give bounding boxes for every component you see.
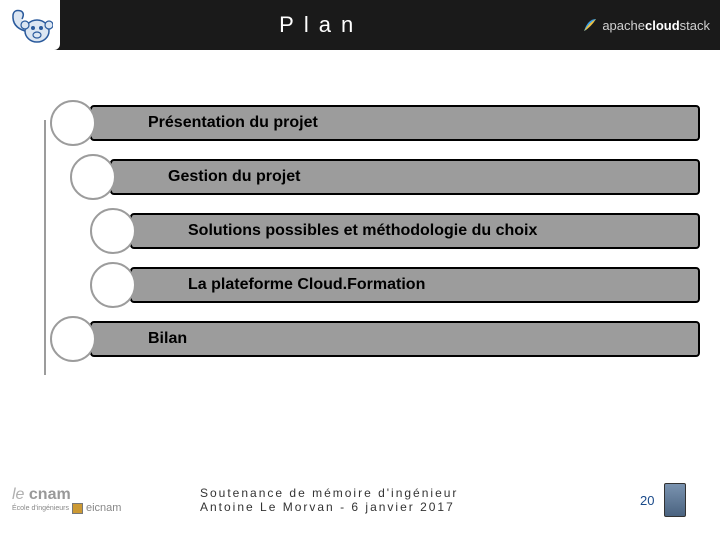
eicnam-label: eicnam [86, 503, 121, 514]
plan-item-bullet [90, 262, 136, 308]
plan-item-bar: La plateforme Cloud.Formation [130, 267, 700, 303]
logo-text-apache: apache [602, 18, 645, 33]
slide-footer: le cnam École d'ingénieurs eicnam Souten… [0, 470, 720, 530]
plan-item: Solutions possibles et méthodologie du c… [40, 208, 700, 254]
plan-list: Présentation du projet Gestion du projet S… [40, 100, 700, 370]
logo-text-cloud: cloud [645, 18, 680, 33]
plan-item-bullet [90, 208, 136, 254]
page-number: 20 [640, 493, 654, 508]
badge-icon [664, 483, 686, 517]
monkey-icon [7, 5, 53, 45]
footer-line1: Soutenance de mémoire d'ingénieur [200, 486, 458, 500]
plan-item-label: Bilan [148, 330, 187, 348]
slide-header: Plan apachecloudstack [0, 0, 720, 50]
plan-item-bar: Gestion du projet [110, 159, 700, 195]
plan-item: Gestion du projet [40, 154, 700, 200]
cnam-sub-prefix: École d'ingénieurs [12, 505, 69, 512]
apache-cloudstack-logo: apachecloudstack [582, 17, 720, 33]
plan-item-bar: Présentation du projet [90, 105, 700, 141]
footer-line2: Antoine Le Morvan - 6 janvier 2017 [200, 500, 455, 514]
cloudstack-monkey-logo [0, 0, 60, 50]
plan-item-bullet [70, 154, 116, 200]
cnam-name: cnam [29, 486, 71, 503]
footer-text: Soutenance de mémoire d'ingénieur Antoin… [140, 486, 640, 514]
slide-title: Plan [60, 12, 582, 38]
plan-item: Bilan [40, 316, 700, 362]
logo-text-stack: stack [680, 18, 710, 33]
plan-item-bar: Solutions possibles et méthodologie du c… [130, 213, 700, 249]
plan-item-label: La plateforme Cloud.Formation [188, 276, 425, 294]
cnam-le: le [12, 486, 24, 503]
plan-item-label: Gestion du projet [168, 168, 300, 186]
feather-icon [582, 17, 598, 33]
plan-item-label: Solutions possibles et méthodologie du c… [188, 222, 537, 240]
plan-item-bullet [50, 316, 96, 362]
eicnam-icon [72, 503, 83, 514]
plan-item-label: Présentation du projet [148, 114, 318, 132]
plan-item-bar: Bilan [90, 321, 700, 357]
plan-item-bullet [50, 100, 96, 146]
plan-item: Présentation du projet [40, 100, 700, 146]
plan-item: La plateforme Cloud.Formation [40, 262, 700, 308]
cnam-logo: le cnam École d'ingénieurs eicnam [0, 487, 140, 514]
